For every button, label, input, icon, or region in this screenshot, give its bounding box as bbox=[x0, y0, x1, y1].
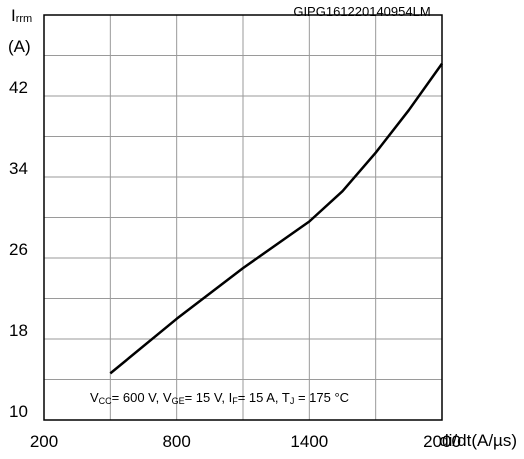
x-axis-label: di/dt(A/µs) bbox=[439, 431, 517, 450]
y-tick-label: 10 bbox=[9, 402, 28, 421]
y-tick-label: 42 bbox=[9, 78, 28, 97]
x-tick-labels: 200 800 1400 2000 bbox=[30, 432, 461, 451]
grid bbox=[44, 15, 442, 420]
x-tick-label: 800 bbox=[162, 432, 190, 451]
y-tick-label: 34 bbox=[9, 159, 28, 178]
y-axis-unit: (A) bbox=[8, 37, 31, 56]
y-tick-label: 18 bbox=[9, 321, 28, 340]
x-tick-label: 1400 bbox=[290, 432, 328, 451]
x-tick-label: 2000 bbox=[423, 432, 461, 451]
y-axis-symbol: I bbox=[11, 6, 16, 25]
plot-frame bbox=[43, 14, 443, 421]
irrm-curve bbox=[109, 62, 444, 375]
y-axis-label: Irrm bbox=[11, 6, 32, 25]
y-tick-label: 26 bbox=[9, 240, 28, 259]
y-tick-labels: 10 18 26 34 42 bbox=[9, 78, 28, 421]
figure-id: GIPG161220140954LM bbox=[293, 4, 430, 19]
y-axis-subscript: rrm bbox=[16, 13, 33, 25]
x-tick-label: 200 bbox=[30, 432, 58, 451]
test-conditions: VCC= 600 V, VGE= 15 V, IF= 15 A, TJ = 17… bbox=[90, 390, 349, 406]
